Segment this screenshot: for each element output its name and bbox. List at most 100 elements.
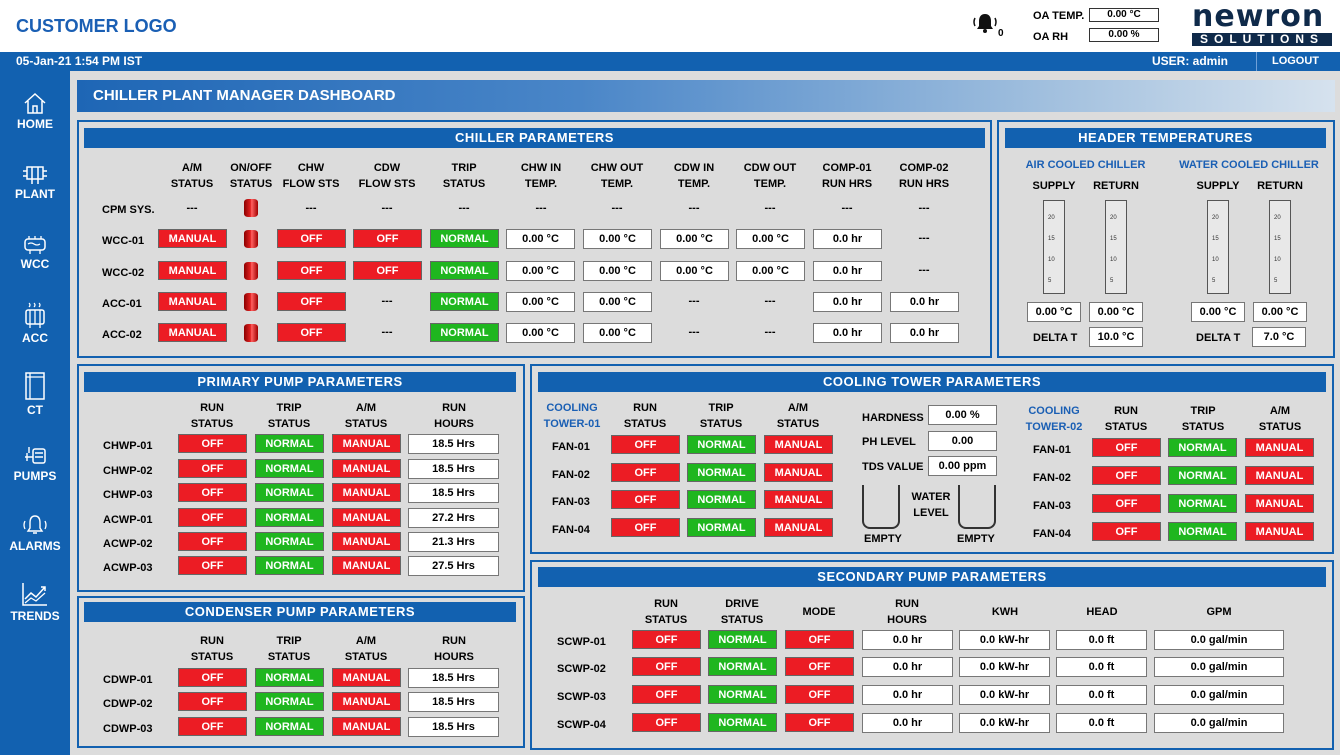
chiller-am-status[interactable]: MANUAL (158, 229, 227, 248)
chiller-cdw-flow[interactable]: OFF (353, 229, 422, 248)
chiller-row-label: ACC-02 (102, 329, 142, 341)
primary-trip-status[interactable]: NORMAL (255, 434, 324, 453)
ct2-fan-am[interactable]: MANUAL (1245, 522, 1314, 541)
logout-button[interactable]: LOGOUT (1256, 52, 1334, 71)
chiller-chw-flow[interactable]: OFF (277, 323, 346, 342)
ct2-fan-run[interactable]: OFF (1092, 466, 1161, 485)
tds-value: 0.00 ppm (928, 456, 997, 476)
thermometer-tick: 20 (1274, 215, 1281, 221)
chiller-am-status[interactable]: MANUAL (158, 292, 227, 311)
nav-home[interactable]: HOME (0, 91, 70, 151)
primary-trip-status[interactable]: NORMAL (255, 556, 324, 575)
ct1-fan-run[interactable]: OFF (611, 490, 680, 509)
ct2-fan-am[interactable]: MANUAL (1245, 494, 1314, 513)
ct1-fan-trip[interactable]: NORMAL (687, 435, 756, 454)
nav-plant[interactable]: PLANT (0, 163, 70, 223)
primary-am-status[interactable]: MANUAL (332, 532, 401, 551)
ct1-fan-am[interactable]: MANUAL (764, 490, 833, 509)
ct1-fan-trip[interactable]: NORMAL (687, 463, 756, 482)
primary-am-status[interactable]: MANUAL (332, 508, 401, 527)
ct2-fan-trip[interactable]: NORMAL (1168, 522, 1237, 541)
ct2-fan-run[interactable]: OFF (1092, 522, 1161, 541)
condenser-am-status[interactable]: MANUAL (332, 668, 401, 687)
condenser-am-status[interactable]: MANUAL (332, 692, 401, 711)
secondary-run-status[interactable]: OFF (632, 685, 701, 704)
alarm-bell-icon[interactable] (972, 10, 998, 36)
condenser-run-status[interactable]: OFF (178, 717, 247, 736)
primary-run-status[interactable]: OFF (178, 556, 247, 575)
primary-am-status[interactable]: MANUAL (332, 556, 401, 575)
ct2-fan-trip[interactable]: NORMAL (1168, 494, 1237, 513)
secondary-run-status[interactable]: OFF (632, 657, 701, 676)
secondary-run-status[interactable]: OFF (632, 713, 701, 732)
chiller-chw-flow[interactable]: OFF (277, 292, 346, 311)
secondary-drive-status[interactable]: NORMAL (708, 630, 777, 649)
chiller-trip-status[interactable]: NORMAL (430, 292, 499, 311)
chiller-trip-status[interactable]: NORMAL (430, 229, 499, 248)
ct2-col-header: RUN STATUS (1086, 403, 1166, 435)
primary-trip-status[interactable]: NORMAL (255, 483, 324, 502)
nav-wcc[interactable]: WCC (0, 233, 70, 293)
ct1-fan-trip[interactable]: NORMAL (687, 518, 756, 537)
secondary-kwh: 0.0 kW-hr (959, 713, 1050, 733)
chiller-trip-status[interactable]: NORMAL (430, 261, 499, 280)
secondary-col-header: GPM (1174, 604, 1264, 620)
primary-trip-status[interactable]: NORMAL (255, 532, 324, 551)
primary-run-status[interactable]: OFF (178, 483, 247, 502)
chiller-chw-flow[interactable]: OFF (277, 261, 346, 280)
primary-run-status[interactable]: OFF (178, 508, 247, 527)
nav-ct[interactable]: CT (0, 371, 70, 431)
ct1-fan-trip[interactable]: NORMAL (687, 490, 756, 509)
primary-row-label: CHWP-03 (103, 489, 153, 501)
ct2-fan-run[interactable]: OFF (1092, 438, 1161, 457)
primary-run-status[interactable]: OFF (178, 532, 247, 551)
secondary-mode[interactable]: OFF (785, 713, 854, 732)
primary-am-status[interactable]: MANUAL (332, 459, 401, 478)
secondary-drive-status[interactable]: NORMAL (708, 713, 777, 732)
nav-acc[interactable]: ACC (0, 301, 70, 361)
chiller-chw-flow[interactable]: OFF (277, 229, 346, 248)
primary-am-status[interactable]: MANUAL (332, 483, 401, 502)
condenser-run-status[interactable]: OFF (178, 668, 247, 687)
primary-col-header-line1: RUN (442, 402, 466, 414)
secondary-mode[interactable]: OFF (785, 685, 854, 704)
secondary-row-label: SCWP-02 (557, 663, 606, 675)
ct1-fan-run[interactable]: OFF (611, 518, 680, 537)
ct2-fan-run[interactable]: OFF (1092, 494, 1161, 513)
ct1-fan-am[interactable]: MANUAL (764, 518, 833, 537)
primary-trip-status[interactable]: NORMAL (255, 508, 324, 527)
primary-am-status[interactable]: MANUAL (332, 434, 401, 453)
ct2-fan-am[interactable]: MANUAL (1245, 438, 1314, 457)
ct2-fan-trip[interactable]: NORMAL (1168, 438, 1237, 457)
chiller-cdw-flow: --- (381, 326, 393, 338)
secondary-mode[interactable]: OFF (785, 657, 854, 676)
primary-trip-status[interactable]: NORMAL (255, 459, 324, 478)
condenser-run-status[interactable]: OFF (178, 692, 247, 711)
ct1-fan-run[interactable]: OFF (611, 435, 680, 454)
condenser-trip-status[interactable]: NORMAL (255, 717, 324, 736)
ct1-fan-am[interactable]: MANUAL (764, 435, 833, 454)
condenser-trip-status[interactable]: NORMAL (255, 668, 324, 687)
chiller-col-header-line1: CDW OUT (743, 162, 797, 174)
chiller-am-status[interactable]: MANUAL (158, 323, 227, 342)
primary-run-status[interactable]: OFF (178, 434, 247, 453)
primary-run-status[interactable]: OFF (178, 459, 247, 478)
chiller-cdw-flow[interactable]: OFF (353, 261, 422, 280)
ct1-fan-am[interactable]: MANUAL (764, 463, 833, 482)
secondary-drive-status[interactable]: NORMAL (708, 657, 777, 676)
nav-alarms[interactable]: ALARMS (0, 513, 70, 573)
ct1-fan-run[interactable]: OFF (611, 463, 680, 482)
secondary-drive-status[interactable]: NORMAL (708, 685, 777, 704)
nav-trends[interactable]: TRENDS (0, 581, 70, 641)
chiller-col-header-line1: ON/OFF (230, 162, 272, 174)
secondary-col-header: HEAD (1057, 604, 1147, 620)
secondary-mode[interactable]: OFF (785, 630, 854, 649)
nav-pumps[interactable]: PUMPS (0, 443, 70, 503)
secondary-run-status[interactable]: OFF (632, 630, 701, 649)
chiller-am-status[interactable]: MANUAL (158, 261, 227, 280)
chiller-trip-status[interactable]: NORMAL (430, 323, 499, 342)
condenser-trip-status[interactable]: NORMAL (255, 692, 324, 711)
ct2-fan-trip[interactable]: NORMAL (1168, 466, 1237, 485)
ct2-fan-am[interactable]: MANUAL (1245, 466, 1314, 485)
condenser-am-status[interactable]: MANUAL (332, 717, 401, 736)
